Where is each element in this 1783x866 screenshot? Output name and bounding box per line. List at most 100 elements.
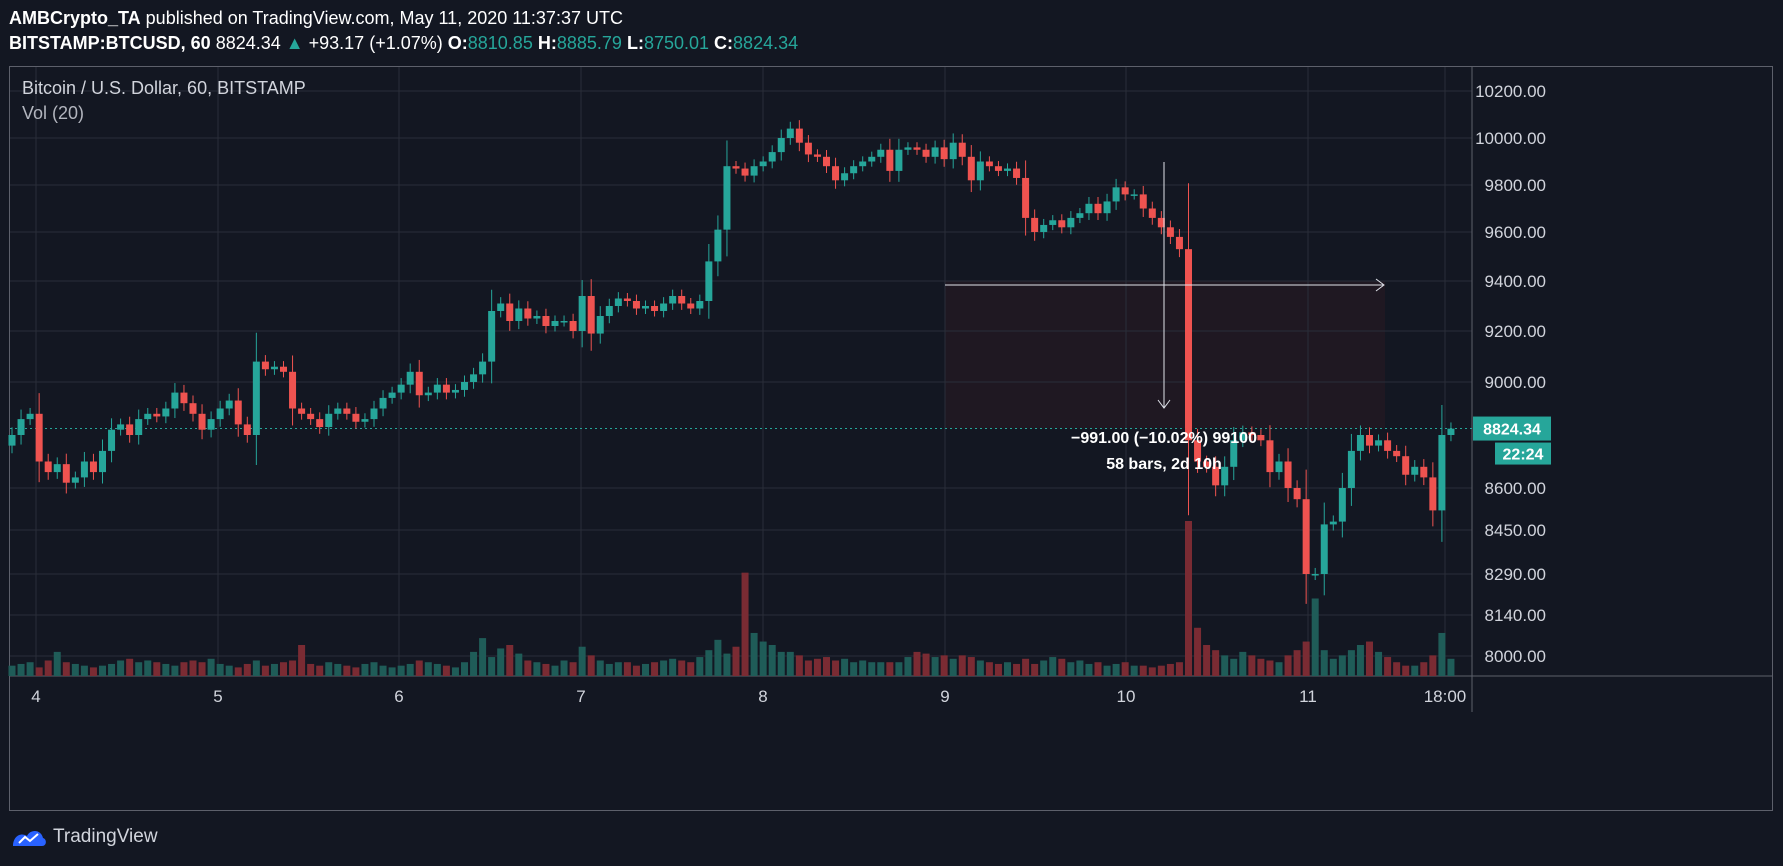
volume-bar [515,653,523,676]
volume-bar [669,658,677,676]
candle-body [1429,477,1437,511]
volume-bar [1338,655,1346,676]
volume-bar [1320,650,1328,676]
volume-bar [994,663,1002,676]
volume-bar [542,663,550,676]
volume-bar [931,657,939,676]
price-tick-label: 9800.00 [1485,176,1546,195]
candle-body [153,413,161,417]
volume-bar [768,645,776,676]
volume-bar [198,662,206,676]
time-tick-label: 8 [758,687,767,706]
volume-bar [1248,655,1256,676]
symbol-label: BITSTAMP:BTCUSD, 60 [9,33,211,53]
volume-bar [89,667,97,676]
volume-bar [614,662,622,676]
volume-bar [316,665,324,676]
candle-body [71,477,79,483]
volume-bar [651,662,659,676]
candle-body [1329,521,1337,525]
volume-bar [1112,663,1120,676]
volume-bar [1085,663,1093,676]
candle-body [1004,168,1011,171]
candle-body [1293,488,1301,500]
footer-brand[interactable]: TradingView [11,826,158,848]
measure-right-arrow-icon [1375,278,1385,292]
volume-bar [1356,645,1364,676]
publication-line: AMBCrypto_TA published on TradingView.co… [9,6,623,30]
open-label: O: [447,33,468,53]
volume-bar [1094,662,1102,676]
volume-bar [623,662,631,676]
volume-bar [1221,655,1229,676]
volume-bar [958,655,966,676]
candle-body [524,308,532,319]
candle-body [1022,177,1030,218]
candle-body [678,296,686,304]
candle-body [1356,435,1364,451]
volume-bar [497,648,505,676]
candle-body [859,161,867,167]
candle-body [632,301,640,309]
price-tags: 8824.34 22:24 [1473,416,1551,465]
volume-bar [1329,658,1337,676]
volume-bar [1393,662,1401,676]
candle-body [515,308,523,321]
volume-bar [1275,662,1283,676]
candle-body [967,156,975,181]
candle-body [108,429,116,451]
candle-body [578,296,586,331]
volume-bar [1284,655,1292,676]
candle-body [388,392,396,398]
low-value: 8750.01 [643,33,710,53]
candle-body [1438,435,1446,511]
candle-body [189,403,197,414]
candle-body [1076,213,1084,218]
candle-body [17,419,25,435]
measure-tool: −991.00 (−10.02%) 99100 58 bars, 2d 10h [945,162,1385,473]
volume-bar [451,667,459,676]
candle-body [99,450,106,473]
volume-bar [813,658,821,676]
low-label: L: [626,33,644,53]
volume-bar [343,665,351,676]
candle-body [642,306,649,309]
volume-bar [334,663,342,676]
candle-body [1148,208,1156,218]
candle-body [1185,249,1192,441]
volume-bar [44,660,52,676]
candle-body [252,361,260,435]
candle-body [1139,194,1147,209]
volume-bar [904,657,912,676]
volume-bar [705,650,713,676]
volume-bar [877,662,885,676]
volume-bar [1040,660,1048,676]
candle-body [261,361,269,370]
volume-bar [940,655,948,676]
volume-bar [1447,658,1455,676]
volume-bar [1022,658,1030,676]
candle-body [280,366,287,372]
volume-bar [795,655,803,676]
candle-body [198,413,206,430]
last-price: 8824.34 [215,33,281,53]
candle-body [89,461,97,473]
volume-bar [678,660,686,676]
candle-body [868,156,876,162]
volume-bar [1067,662,1075,676]
candles [8,120,1455,604]
candle-body [26,413,34,420]
candle-body [1320,524,1328,574]
candle-body [370,408,378,420]
candle-body [171,392,179,409]
volume-bar [587,655,595,676]
measure-down-arrow-icon [1157,399,1171,409]
volume-bar [352,667,360,676]
candle-body [126,424,134,435]
candle-body [62,464,70,483]
candle-body [406,371,414,385]
candle-body [270,366,278,370]
volume-bar [578,646,586,676]
volume-bar [99,665,106,676]
